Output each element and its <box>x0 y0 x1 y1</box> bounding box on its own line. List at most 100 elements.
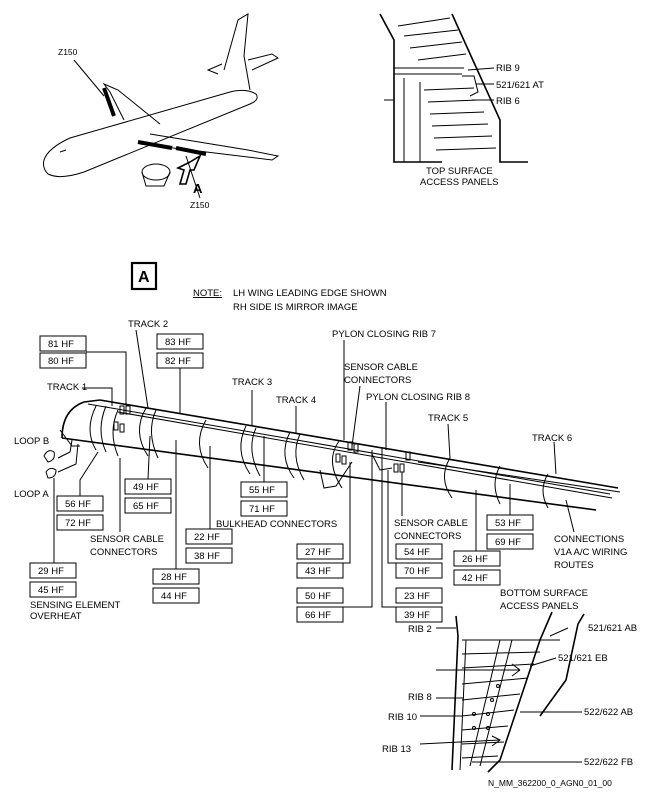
top-caption-line1: TOP SURFACE <box>426 166 493 177</box>
top-caption-line2: ACCESS PANELS <box>420 177 499 188</box>
hf-box-29 <box>29 562 77 579</box>
panel-522-622-fb-label: 522/622 FB <box>584 757 633 768</box>
hf-box-42 <box>453 569 501 586</box>
hf-box-83 <box>156 333 204 350</box>
rib-8-label: RIB 8 <box>408 692 432 703</box>
hf-label-55: 55 HF <box>249 485 275 496</box>
bottom-caption-line1: BOTTOM SURFACE <box>500 588 588 599</box>
hf-box-70 <box>395 562 443 579</box>
wing-leading-edge <box>43 399 621 511</box>
hf-label-43: 43 HF <box>305 566 331 577</box>
bulkhead-connectors-label: BULKHEAD CONNECTORS <box>216 519 337 530</box>
pylon-rib-7-label: PYLON CLOSING RIB 7 <box>332 329 436 340</box>
note-line2: RH SIDE IS MIRROR IMAGE <box>233 302 358 313</box>
hf-box-66 <box>296 606 344 623</box>
track-6-label: TRACK 6 <box>532 433 572 444</box>
hf-label-45: 45 HF <box>38 585 64 596</box>
connections-line3: ROUTES <box>554 560 594 571</box>
zone-label-bottom: Z150 <box>190 200 210 210</box>
connections-line1: CONNECTIONS <box>554 534 624 545</box>
hf-label-22: 22 HF <box>194 532 220 543</box>
sensor-left-line1: SENSOR CABLE <box>90 534 164 545</box>
zone-label-top: Z150 <box>58 47 78 57</box>
view-a-label: A <box>138 269 150 286</box>
hf-label-42: 42 HF <box>462 573 488 584</box>
connections-line2: V1A A/C WIRING <box>554 547 627 558</box>
sensor-mid-line2: CONNECTORS <box>394 531 461 542</box>
hf-box-65 <box>124 497 172 514</box>
hf-label-49: 49 HF <box>133 482 159 493</box>
bottom-surface-detail <box>419 611 585 773</box>
hf-box-43 <box>296 562 344 579</box>
note-label: NOTE: <box>193 288 222 299</box>
hf-label-50: 50 HF <box>305 591 331 602</box>
sensor-top-line1: SENSOR CABLE <box>344 362 418 373</box>
panel-521-621-ab-label: 521/621 AB <box>588 623 637 634</box>
loop-a-label: LOOP A <box>14 489 49 500</box>
hf-box-38 <box>185 547 233 564</box>
loop-b-label: LOOP B <box>14 436 49 447</box>
track-4-label: TRACK 4 <box>276 395 316 406</box>
leader-lines <box>53 329 575 608</box>
hf-label-29: 29 HF <box>38 566 64 577</box>
figure-id: N_MM_362200_0_AGN0_01_00 <box>488 778 612 788</box>
track-3-label: TRACK 3 <box>232 377 272 388</box>
panel-521-621-at-label: 521/621 AT <box>496 80 544 91</box>
sensing-element-line2: OVERHEAT <box>30 611 82 622</box>
hf-label-81: 81 HF <box>48 339 74 350</box>
hf-box-39 <box>395 606 443 623</box>
hf-label-53: 53 HF <box>495 518 521 529</box>
hf-box-45 <box>29 581 77 598</box>
hf-box-23 <box>395 587 443 604</box>
track-5-label: TRACK 5 <box>428 413 468 424</box>
track-1-label: TRACK 1 <box>47 382 87 393</box>
view-arrow-label: A <box>193 181 203 196</box>
hf-label-28: 28 HF <box>161 572 187 583</box>
rib-2-label: RIB 2 <box>408 624 432 635</box>
hf-box-81 <box>39 335 87 352</box>
rib-10-label: RIB 10 <box>388 712 417 723</box>
hf-label-72: 72 HF <box>65 518 91 529</box>
rib-6-label: RIB 6 <box>496 96 520 107</box>
hf-label-82: 82 HF <box>165 356 191 367</box>
rib-9-label: RIB 9 <box>496 63 520 74</box>
hf-box-50 <box>296 587 344 604</box>
panel-521-621-eb-label: 521/621 EB <box>558 653 608 664</box>
hf-box-27 <box>296 543 344 560</box>
hf-box-72 <box>56 514 104 531</box>
hf-label-23: 23 HF <box>404 591 430 602</box>
airplane-illustration <box>43 13 280 199</box>
sensor-top-line2: CONNECTORS <box>344 375 411 386</box>
hf-label-39: 39 HF <box>404 610 430 621</box>
note-line1: LH WING LEADING EDGE SHOWN <box>233 288 387 299</box>
hf-label-44: 44 HF <box>161 591 187 602</box>
hf-box-71 <box>240 500 288 517</box>
hf-label-70: 70 HF <box>404 566 430 577</box>
hf-label-38: 38 HF <box>194 551 220 562</box>
hf-box-80 <box>39 352 87 369</box>
hf-label-54: 54 HF <box>404 547 430 558</box>
hf-label-27: 27 HF <box>305 547 331 558</box>
hf-label-83: 83 HF <box>165 337 191 348</box>
view-a-box <box>130 261 158 291</box>
sensing-element-line1: SENSING ELEMENT <box>30 600 120 611</box>
panel-522-622-ab-label: 522/622 AB <box>584 707 633 718</box>
sensor-left-line2: CONNECTORS <box>90 547 157 558</box>
track-2-label: TRACK 2 <box>128 319 168 330</box>
hf-box-22 <box>185 528 233 545</box>
sensor-mid-line1: SENSOR CABLE <box>394 518 468 529</box>
pylon-rib-8-label: PYLON CLOSING RIB 8 <box>366 392 470 403</box>
hf-box-26 <box>453 550 501 567</box>
hf-label-71: 71 HF <box>249 504 275 515</box>
hf-label-65: 65 HF <box>133 501 159 512</box>
hf-box-44 <box>152 587 200 604</box>
top-surface-detail <box>379 13 528 163</box>
bottom-caption-line2: ACCESS PANELS <box>500 601 579 612</box>
hf-label-66: 66 HF <box>305 610 331 621</box>
hf-label-69: 69 HF <box>495 537 521 548</box>
rib-13-label: RIB 13 <box>382 744 411 755</box>
hf-label-80: 80 HF <box>48 356 74 367</box>
hf-label-56: 56 HF <box>65 499 91 510</box>
hf-box-69 <box>486 533 534 550</box>
